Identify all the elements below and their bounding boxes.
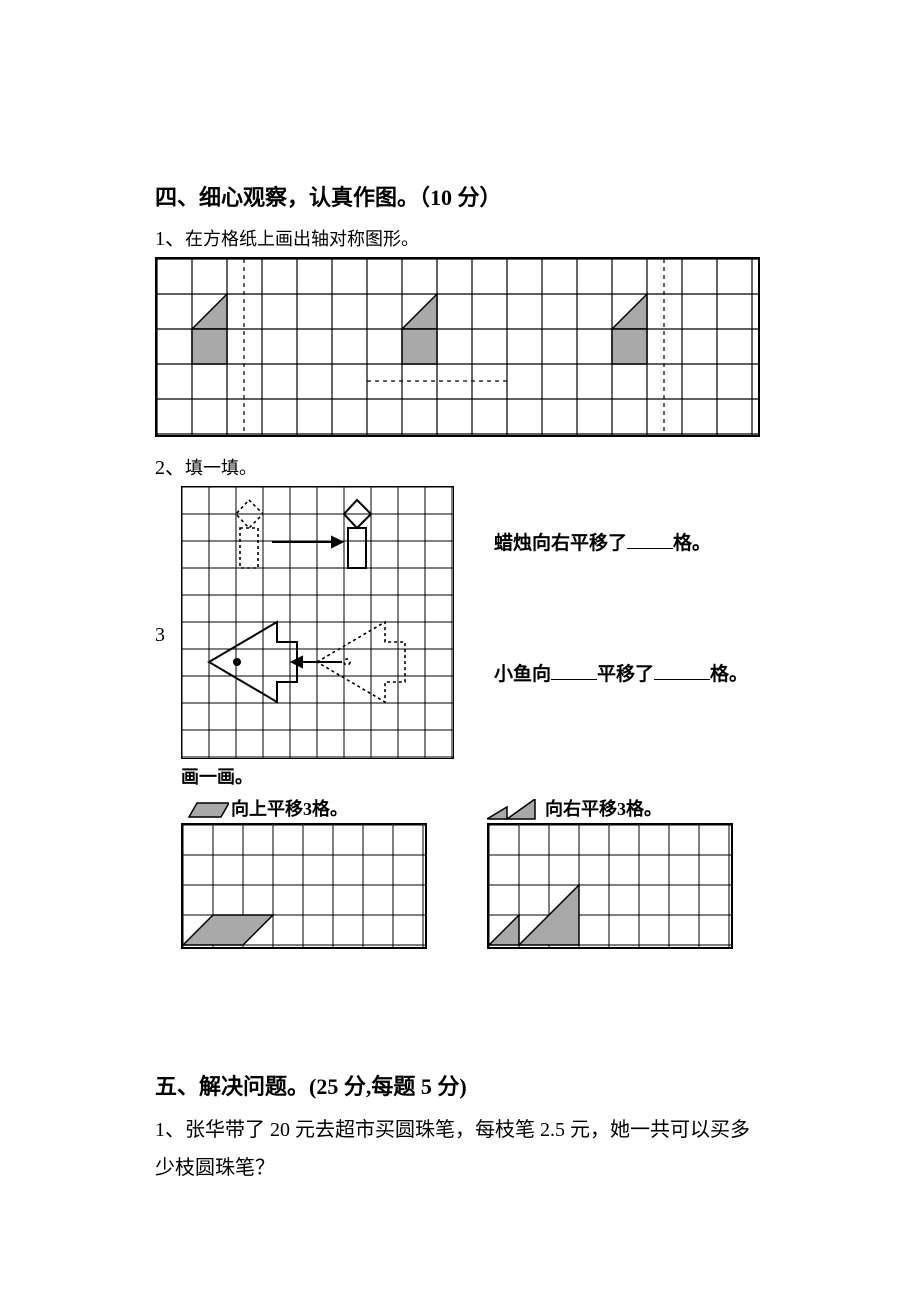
section4-heading: 四、细心观察，认真作图。（10 分） [155,180,765,212]
q2-fill2: 小鱼向 平移了 格。 [494,659,748,686]
q2-blank2[interactable] [551,660,597,680]
draw-item-2: 向右平移3格。 [487,795,733,949]
q1-text: 在方格纸上画出轴对称图形。 [185,229,419,249]
q2-markers: 3 [155,486,181,648]
draw-grid-1 [181,823,427,949]
q2-fill1-b: 格。 [673,533,711,554]
draw-grid-2 [487,823,733,949]
q2-fill2-b: 平移了 [597,664,654,685]
q1-grid [155,257,760,437]
q2-text: 填一填。 [185,458,257,478]
q3-num: 3 [155,622,181,648]
draw-caption-2: 向右平移3格。 [545,795,662,821]
q2-grid [181,486,454,759]
q2-blank1[interactable] [627,529,673,549]
q2-fill1: 蜡烛向右平移了 格。 [494,528,748,555]
triangles-icon [487,799,543,821]
q3-draw-label: 画一画。 [181,763,765,789]
q1-num: 1、 [155,228,185,250]
q2-label: 2、填一填。 [155,451,765,480]
q2-fill2-c: 格。 [710,664,748,685]
parallelogram-icon [181,801,229,821]
q2-blank3[interactable] [654,660,710,680]
q2-fill1-a: 蜡烛向右平移了 [494,533,627,554]
section5-q1: 1、张华带了 20 元去超市买圆珠笔，每枝笔 2.5 元，她一共可以买多少枝圆珠… [155,1111,765,1187]
draw-caption-1: 向上平移3格。 [231,795,348,821]
q2-fill2-a: 小鱼向 [494,664,551,685]
section5-heading: 五、解决问题。(25 分,每题 5 分) [155,1069,765,1101]
q1-label: 1、在方格纸上画出轴对称图形。 [155,222,765,251]
draw-item-1: 向上平移3格。 [181,795,427,949]
q2-num: 2、 [155,457,185,479]
